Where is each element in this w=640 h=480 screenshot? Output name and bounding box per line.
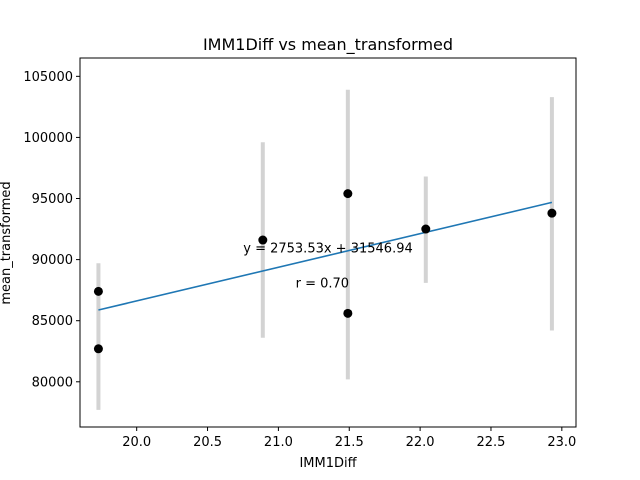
y-tick-label-4: 100000 [23,131,73,146]
data-point-5 [421,224,431,234]
data-point-1 [93,344,103,354]
regression-line [98,201,553,311]
y-tick-label-3: 95000 [32,192,73,207]
x-axis-ticks: 20.0 20.5 21.0 21.5 22.0 22.5 23.0 [122,427,576,450]
x-tick-label-6: 23.0 [547,435,576,450]
data-point-0 [93,286,103,296]
plot-area-frame [79,57,577,428]
x-tick-label-5: 22.5 [476,435,505,450]
y-axis-label: mean_transformed [0,181,14,304]
y-tick-label-5: 105000 [23,70,73,85]
x-tick-label-4: 22.0 [406,435,435,450]
data-point-2 [258,235,268,245]
x-tick-label-3: 21.5 [335,435,364,450]
y-tick-label-2: 90000 [32,253,73,268]
annotation-1: r = 0.70 [296,277,349,292]
regression-line-group [98,201,553,311]
data-points [93,189,557,354]
y-tick-label-1: 85000 [32,314,73,329]
data-point-3 [343,189,353,199]
y-tick-label-0: 80000 [32,375,73,390]
annotations: y = 2753.53x + 31546.94 r = 0.70 [243,241,413,291]
x-tick-label-2: 21.0 [264,435,293,450]
data-point-4 [343,308,353,318]
data-point-6 [547,208,557,218]
x-tick-label-0: 20.0 [122,435,151,450]
x-tick-label-1: 20.5 [193,435,222,450]
chart-title: IMM1Diff vs mean_transformed [203,35,453,55]
x-axis-label: IMM1Diff [299,456,357,471]
y-axis-ticks: 80000 85000 90000 95000 100000 105000 [23,70,80,390]
annotation-0: y = 2753.53x + 31546.94 [243,241,413,256]
